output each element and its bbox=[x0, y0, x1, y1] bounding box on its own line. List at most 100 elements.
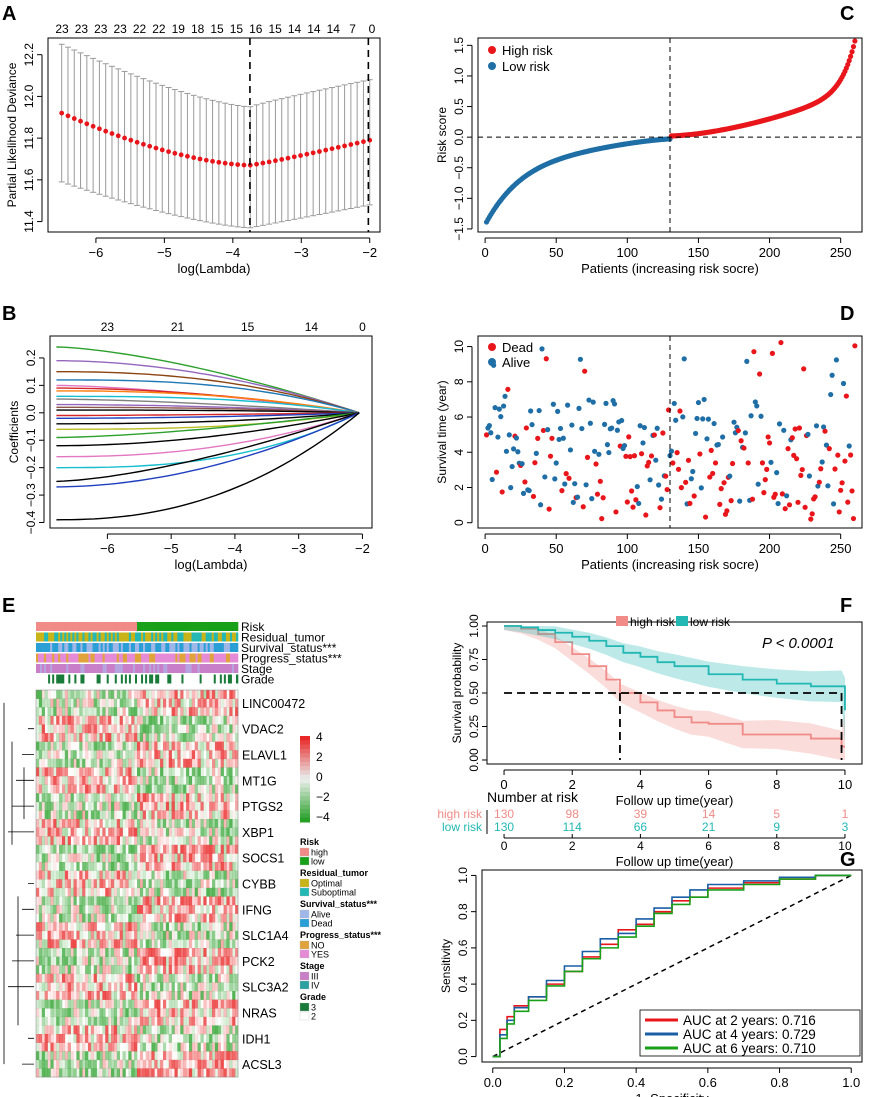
heatmap-cell bbox=[139, 870, 144, 880]
heatmap-cell bbox=[99, 1042, 103, 1052]
heatmap-cell bbox=[197, 1068, 201, 1078]
heatmap-cell bbox=[56, 844, 60, 854]
annotation-cell bbox=[219, 653, 223, 663]
heatmap-cell bbox=[90, 879, 95, 889]
heatmap-cell bbox=[197, 741, 201, 751]
heatmap-cell bbox=[209, 776, 213, 785]
annotation-cell bbox=[171, 643, 174, 652]
heatmap-cell bbox=[183, 715, 187, 725]
heatmap-cell bbox=[223, 879, 227, 889]
heatmap-cell bbox=[99, 698, 103, 708]
heatmap-cell bbox=[226, 733, 230, 742]
heatmap-cell bbox=[64, 715, 69, 725]
heatmap-cell bbox=[212, 1025, 216, 1035]
risk-point bbox=[846, 58, 852, 64]
heatmap-cell bbox=[206, 939, 210, 949]
heatmap-cell bbox=[44, 733, 48, 742]
heatmap-cell bbox=[67, 896, 71, 906]
annotation-cell bbox=[219, 664, 223, 673]
annotation-cell bbox=[137, 632, 140, 642]
heatmap-cell bbox=[145, 991, 149, 1000]
annotation-cell bbox=[56, 674, 59, 684]
heatmap-cell bbox=[177, 853, 181, 863]
heatmap-cell bbox=[165, 793, 170, 803]
heatmap-cell bbox=[177, 973, 181, 983]
heatmap-cell bbox=[186, 793, 190, 803]
heatmap-cell bbox=[183, 905, 187, 914]
coef-path bbox=[56, 412, 360, 417]
heatmap-cell bbox=[209, 784, 213, 794]
median-line bbox=[504, 692, 843, 760]
heatmap-cell bbox=[148, 991, 152, 1000]
heatmap-cell bbox=[61, 913, 66, 923]
heatmap-cell bbox=[194, 1059, 198, 1069]
heatmap-cell bbox=[188, 801, 193, 811]
heatmap-cell bbox=[44, 784, 48, 794]
heatmap-cell bbox=[206, 1042, 210, 1052]
heatmap-cell bbox=[79, 939, 83, 949]
survival-curve bbox=[504, 625, 846, 711]
heatmap-cell bbox=[111, 1051, 115, 1061]
heatmap-cell bbox=[168, 733, 172, 742]
annotation-cell bbox=[179, 643, 182, 652]
heatmap-cell bbox=[122, 801, 126, 811]
heatmap-cell bbox=[59, 1008, 63, 1018]
annotation-cell bbox=[203, 632, 206, 642]
patient-point bbox=[762, 477, 768, 483]
heatmap-cell bbox=[82, 991, 86, 1000]
heatmap-cell bbox=[235, 1059, 239, 1069]
heatmap-cell bbox=[197, 715, 201, 725]
heatmap-cell bbox=[87, 1068, 92, 1078]
heatmap-cell bbox=[99, 810, 103, 820]
patient-point bbox=[523, 425, 529, 431]
heatmap-cell bbox=[177, 862, 181, 871]
gene-label: ELAVL1 bbox=[242, 749, 287, 763]
heatmap-cell bbox=[116, 948, 120, 957]
annotation-cell bbox=[68, 643, 71, 652]
heatmap-cell bbox=[142, 922, 146, 932]
deviance-point bbox=[298, 153, 303, 158]
heatmap-cell bbox=[145, 810, 149, 820]
heatmap-cell bbox=[102, 793, 106, 803]
heatmap-cell bbox=[56, 827, 60, 837]
heatmap-cell bbox=[61, 982, 66, 992]
heatmap-cell bbox=[203, 724, 207, 734]
heatmap-cell bbox=[36, 698, 40, 708]
heatmap-cell bbox=[44, 853, 48, 863]
heatmap-cell bbox=[41, 982, 45, 992]
heatmap-cell bbox=[235, 982, 239, 992]
heatmap-cell bbox=[113, 793, 118, 803]
heatmap-cell bbox=[203, 776, 207, 785]
heatmap-cell bbox=[99, 801, 103, 811]
heatmap-cell bbox=[99, 879, 103, 889]
heatmap-cell bbox=[217, 1059, 221, 1069]
heatmap-cell bbox=[70, 973, 74, 983]
heatmap-cell bbox=[79, 922, 83, 932]
heatmap-cell bbox=[111, 741, 115, 751]
heatmap-cell bbox=[226, 827, 230, 837]
annotation-cell bbox=[165, 674, 168, 684]
heatmap-cell bbox=[203, 1059, 207, 1069]
y-tick-label: −1.0 bbox=[452, 186, 466, 210]
color-scale-label: −2 bbox=[316, 790, 330, 804]
patient-point bbox=[589, 496, 595, 502]
patient-point bbox=[496, 406, 502, 412]
heatmap-cell bbox=[191, 896, 196, 906]
patient-point bbox=[590, 399, 596, 405]
heatmap-cell bbox=[137, 853, 141, 863]
patient-point bbox=[489, 476, 495, 483]
heatmap-cell bbox=[44, 698, 48, 708]
heatmap-cell bbox=[180, 1034, 183, 1043]
heatmap-cell bbox=[171, 836, 175, 846]
heatmap-cell bbox=[108, 948, 112, 957]
heatmap-cell bbox=[59, 836, 63, 846]
heatmap-cell bbox=[165, 965, 170, 975]
heatmap-cell bbox=[87, 819, 92, 828]
heatmap-cell bbox=[85, 939, 89, 949]
heatmap-cell bbox=[111, 965, 115, 975]
heatmap-cell bbox=[212, 827, 216, 837]
heatmap-cell bbox=[226, 819, 230, 828]
heatmap-cell bbox=[122, 844, 126, 854]
heatmap-cell bbox=[41, 827, 45, 837]
deviance-point bbox=[210, 158, 215, 164]
